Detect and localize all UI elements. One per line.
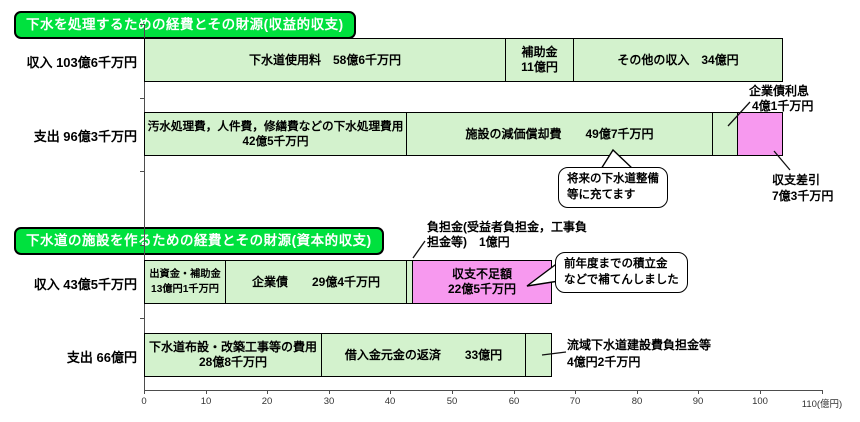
y-tick (140, 24, 144, 25)
segment-label: 下水道布設・改築工事等の費用 (148, 340, 317, 354)
x-tick-label: 10 (200, 396, 212, 407)
x-tick-label: 80 (631, 396, 643, 407)
section-title-capital-account: 下水道の施設を作るための経費とその財源(資本的収支) (14, 227, 384, 255)
segment-label: その他の収入 34億円 (617, 52, 739, 67)
bar-segment-green (712, 112, 738, 156)
segment-label: 11億円 (521, 60, 558, 74)
x-tick (390, 390, 391, 394)
x-tick (822, 390, 823, 394)
bar-segment-pink (737, 112, 783, 156)
x-tick (637, 390, 638, 394)
speech-bubble-reserve-fund: 前年度までの積立金 などで補てんしました (555, 252, 688, 293)
callout-line: 企業債利息 (749, 84, 810, 98)
bar-segment-green: 補助金 11億円 (505, 38, 574, 82)
segment-label: 汚水処理費，人件費，修繕費などの下水処理費用 (147, 120, 404, 133)
x-tick (452, 390, 453, 394)
x-tick (267, 390, 268, 394)
segment-label: 13億円1千万円 (151, 284, 219, 295)
y-tick (140, 245, 144, 246)
bar-segment-green: 下水道使用料 58億6千万円 (144, 38, 506, 82)
x-tick-label: 40 (384, 396, 396, 407)
bubble-line: 前年度までの積立金 (564, 258, 668, 270)
x-tick-label: 110(億円) (801, 399, 843, 410)
x-axis (144, 390, 822, 391)
x-tick (575, 390, 576, 394)
y-tick (140, 318, 144, 319)
x-tick (760, 390, 761, 394)
x-tick-label: 100 (752, 396, 768, 407)
y-tick (140, 98, 144, 99)
callout-line: 流域下水道建設費負担金等 (567, 338, 712, 352)
bar-segment-green: 企業債 29億4千万円 (225, 260, 407, 304)
segment-label: 下水道使用料 58億6千万円 (248, 52, 402, 67)
bubble-line: などで補てんしました (564, 273, 679, 286)
bar-segment-green: 施設の減価償却費 49億7千万円 (406, 112, 713, 156)
x-tick-label: 70 (569, 396, 581, 407)
callout-line: 負担金(受益者負担金，工事負 (427, 220, 587, 234)
x-tick (329, 390, 330, 394)
section-title-revenue-account: 下水を処理するための経費とその財源(収益的収支) (14, 11, 356, 39)
x-tick-label: 90 (692, 396, 704, 407)
bar-segment-green: 汚水処理費，人件費，修繕費などの下水処理費用 42億5千万円 (144, 112, 407, 156)
bar-segment-green (525, 333, 552, 377)
x-tick (698, 390, 699, 394)
bar-segment-pink: 収支不足額 22億5千万円 (412, 260, 552, 304)
bubble-line: 将来の下水道整備 (567, 173, 659, 185)
bar-segment-green: 出資金・補助金 13億円1千万円 (144, 260, 226, 304)
segment-label: 28億8千万円 (198, 355, 268, 369)
row-label: 支出 96億3千万円 (33, 129, 137, 144)
callout-line: 収支差引 (772, 173, 821, 187)
x-tick-label: 0 (141, 396, 147, 407)
segment-label: 収支不足額 (451, 267, 512, 281)
x-tick-label: 60 (508, 396, 520, 407)
segment-label: 22億5千万円 (447, 282, 517, 296)
segment-label: 出資金・補助金 (149, 269, 221, 280)
leader-line-beneficiary-contribution (412, 240, 426, 259)
x-tick-label: 20 (261, 396, 273, 407)
bar-segment-green: 下水道布設・改築工事等の費用 28億8千万円 (144, 333, 322, 377)
bar-segment-green: 借入金元金の返済 33億円 (321, 333, 526, 377)
x-tick (206, 390, 207, 394)
row-label: 収入 103億6千万円 (26, 55, 137, 70)
segment-label: 42億5千万円 (242, 135, 309, 148)
callout-line: 4億1千万円 (752, 99, 814, 113)
callout-corporate-bond-interest: 企業債利息 4億1千万円 (749, 84, 813, 114)
segment-label: 企業債 29億4千万円 (251, 274, 381, 289)
x-tick-label: 30 (323, 396, 335, 407)
x-tick-label: 50 (446, 396, 458, 407)
segment-label: 補助金 (521, 45, 558, 59)
x-tick (514, 390, 515, 394)
callout-balance-surplus: 収支差引 7億3千万円 (772, 172, 833, 204)
callout-beneficiary-contribution: 負担金(受益者負担金，工事負 担金等) 1億円 (427, 220, 587, 250)
callout-line: 担金等) 1億円 (427, 235, 510, 249)
y-axis (144, 24, 145, 390)
segment-label: 施設の減価償却費 49億7千万円 (465, 126, 654, 141)
segment-label: 借入金元金の返済 33億円 (344, 347, 503, 362)
y-tick (140, 171, 144, 172)
x-tick (144, 390, 145, 394)
callout-line: 7億3千万円 (772, 189, 834, 203)
speech-bubble-future-use: 将来の下水道整備 等に充てます (558, 167, 668, 208)
row-label: 支出 66億円 (66, 350, 137, 365)
bar-segment-green: その他の収入 34億円 (573, 38, 783, 82)
callout-line: 4億円2千万円 (567, 354, 641, 369)
bubble-line: 等に充てます (567, 188, 636, 201)
row-label: 収入 43億5千万円 (33, 277, 137, 292)
callout-basin-construction-contribution: 流域下水道建設費負担金等 4億円2千万円 (567, 337, 711, 370)
